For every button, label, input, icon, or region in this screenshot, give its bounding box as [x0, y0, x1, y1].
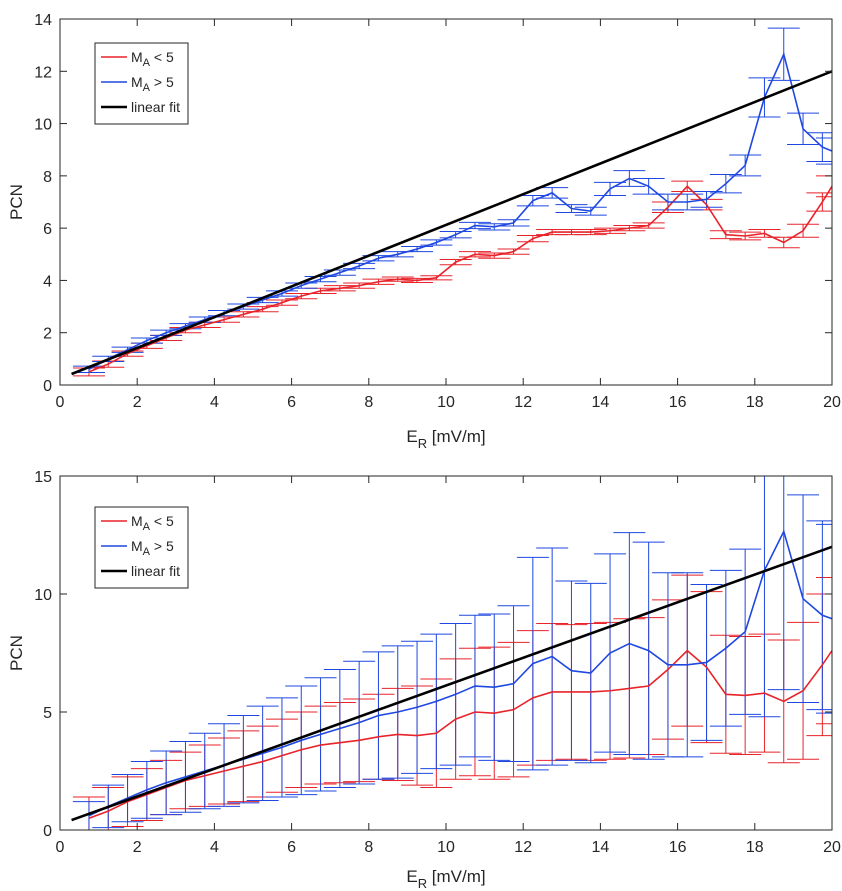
x-tick-label: 6	[287, 839, 296, 856]
legend-label: linear fit	[131, 563, 180, 579]
y-tick-label: 0	[43, 823, 52, 840]
y-tick-label: 10	[34, 117, 52, 134]
series-line-3	[71, 70, 832, 376]
legend-label: MA > 5	[131, 538, 174, 558]
x-tick-label: 2	[133, 394, 142, 411]
legend-label: linear fit	[131, 99, 180, 115]
y-axis-label: PCN	[7, 184, 26, 220]
legend-label: MA < 5	[131, 49, 174, 69]
x-tick-label: 12	[514, 839, 532, 856]
y-tick-label: 15	[34, 469, 52, 486]
y-tick-label: 8	[43, 169, 52, 186]
x-tick-label: 2	[133, 839, 142, 856]
legend: MA < 5 MA > 5 linear fit	[94, 506, 189, 589]
legend-label: MA > 5	[131, 74, 174, 94]
x-tick-label: 0	[56, 394, 65, 411]
chart-panel-1: 0 2 4 6 8 10 12 14 16 18 20 0 2 4 6 8 10 12 14 ER [mV/m] PCN…	[7, 12, 841, 451]
x-tick-label: 0	[56, 839, 65, 856]
x-tick-label: 8	[364, 394, 373, 411]
x-tick-label: 20	[823, 839, 841, 856]
plot-area	[71, 476, 832, 830]
x-tick-label: 16	[669, 394, 687, 411]
x-tick-label: 18	[746, 394, 764, 411]
x-tick-label: 20	[823, 394, 841, 411]
x-tick-label: 18	[746, 839, 764, 856]
y-tick-label: 5	[43, 705, 52, 722]
x-tick-label: 14	[592, 394, 610, 411]
x-tick-label: 4	[210, 394, 219, 411]
y-tick-label: 6	[43, 221, 52, 238]
legend-label: MA < 5	[131, 513, 174, 533]
y-tick-label: 14	[34, 12, 52, 29]
y-tick-label: 0	[43, 378, 52, 395]
x-tick-label: 12	[514, 394, 532, 411]
chart-panel-2: 0 2 4 6 8 10 12 14 16 18 20 0 5 10 15 ER [mV/m] PCN MA < …	[7, 469, 841, 891]
series-line-3	[71, 545, 832, 822]
series-1	[72, 175, 832, 377]
x-tick-label: 16	[669, 839, 687, 856]
y-tick-label: 10	[34, 587, 52, 604]
y-axis-label: PCN	[7, 635, 26, 671]
x-axis-label: ER [mV/m]	[406, 867, 485, 891]
series-line-1	[88, 185, 832, 373]
y-tick-label: 12	[34, 64, 52, 81]
series-1	[72, 574, 832, 830]
x-tick-label: 4	[210, 839, 219, 856]
plot-area	[71, 27, 832, 377]
x-axis-label: ER [mV/m]	[406, 427, 485, 451]
legend: MA < 5 MA > 5 linear fit	[94, 42, 189, 125]
x-tick-label: 6	[287, 394, 296, 411]
x-tick-label: 10	[437, 394, 455, 411]
x-tick-label: 10	[437, 839, 455, 856]
y-tick-label: 4	[43, 273, 52, 290]
x-tick-label: 14	[592, 839, 610, 856]
x-tick-label: 8	[364, 839, 373, 856]
y-tick-label: 2	[43, 326, 52, 343]
series-line-1	[88, 649, 832, 819]
